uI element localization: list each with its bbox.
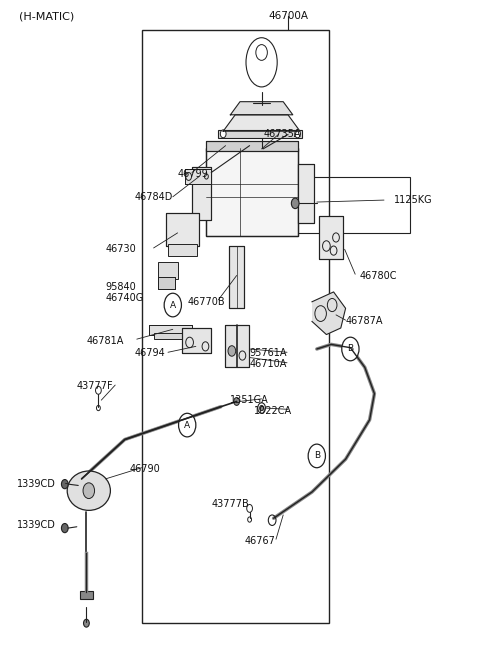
Bar <box>149 325 192 335</box>
Text: 46767: 46767 <box>245 536 276 546</box>
Text: 1339CD: 1339CD <box>17 479 56 489</box>
Bar <box>288 177 410 233</box>
Text: 46787A: 46787A <box>346 316 383 327</box>
Text: 46730: 46730 <box>106 244 136 255</box>
Text: 46780C: 46780C <box>360 270 397 281</box>
Circle shape <box>234 398 240 405</box>
Circle shape <box>220 130 226 138</box>
Circle shape <box>228 346 236 356</box>
Text: 46790: 46790 <box>130 464 160 474</box>
Text: (H-MATIC): (H-MATIC) <box>19 11 74 22</box>
Text: 46799: 46799 <box>178 169 208 179</box>
Bar <box>142 30 329 623</box>
Text: 46781A: 46781A <box>86 336 124 346</box>
Bar <box>298 164 314 223</box>
Bar <box>158 277 175 289</box>
Text: 1351GA: 1351GA <box>230 395 269 405</box>
Text: 1125KG: 1125KG <box>394 195 432 205</box>
Bar <box>185 169 211 184</box>
Text: 46740G: 46740G <box>106 293 144 304</box>
Polygon shape <box>223 115 300 131</box>
Circle shape <box>291 198 299 209</box>
Bar <box>225 325 249 367</box>
Ellipse shape <box>67 471 110 510</box>
Circle shape <box>295 130 300 138</box>
Polygon shape <box>230 102 293 115</box>
Circle shape <box>84 619 89 627</box>
Circle shape <box>83 483 95 499</box>
Bar <box>158 262 178 279</box>
Text: 95761A: 95761A <box>250 348 287 358</box>
Circle shape <box>61 523 68 533</box>
Circle shape <box>308 444 325 468</box>
Bar <box>158 277 175 289</box>
Polygon shape <box>312 292 346 335</box>
Text: 46794: 46794 <box>134 348 165 358</box>
Bar <box>182 328 211 353</box>
Text: A: A <box>184 420 190 430</box>
Circle shape <box>342 337 359 361</box>
Text: 46735A: 46735A <box>264 129 301 140</box>
Bar <box>218 130 302 138</box>
Text: 1339CD: 1339CD <box>17 520 56 530</box>
Bar <box>206 141 298 151</box>
Bar <box>192 167 211 220</box>
Bar <box>168 244 197 256</box>
Bar <box>185 169 211 184</box>
Text: B: B <box>348 344 353 354</box>
Text: 46784D: 46784D <box>134 192 173 202</box>
Text: B: B <box>314 451 320 461</box>
Text: 43777B: 43777B <box>211 499 249 509</box>
Bar <box>206 148 298 236</box>
Bar <box>166 213 199 246</box>
Bar <box>166 213 199 246</box>
Text: 46770B: 46770B <box>187 297 225 307</box>
Bar <box>229 246 244 308</box>
Text: 95840: 95840 <box>106 281 136 292</box>
Bar <box>319 216 343 259</box>
Ellipse shape <box>253 102 270 112</box>
Bar <box>206 148 298 236</box>
Text: A: A <box>170 300 176 310</box>
Bar <box>192 167 211 220</box>
Bar <box>149 325 192 335</box>
Bar <box>206 141 298 151</box>
Circle shape <box>61 480 68 489</box>
Text: 1022CA: 1022CA <box>254 406 292 417</box>
Bar <box>225 325 249 367</box>
Circle shape <box>164 293 181 317</box>
Text: 43777F: 43777F <box>77 380 113 391</box>
Bar <box>319 216 343 259</box>
Bar <box>298 164 314 223</box>
Bar <box>182 328 211 353</box>
Text: 46700A: 46700A <box>268 11 308 22</box>
Bar <box>80 591 93 599</box>
Circle shape <box>260 405 264 411</box>
Circle shape <box>179 413 196 437</box>
Text: 46710A: 46710A <box>250 359 287 369</box>
Bar <box>154 333 187 339</box>
Bar <box>229 246 244 308</box>
